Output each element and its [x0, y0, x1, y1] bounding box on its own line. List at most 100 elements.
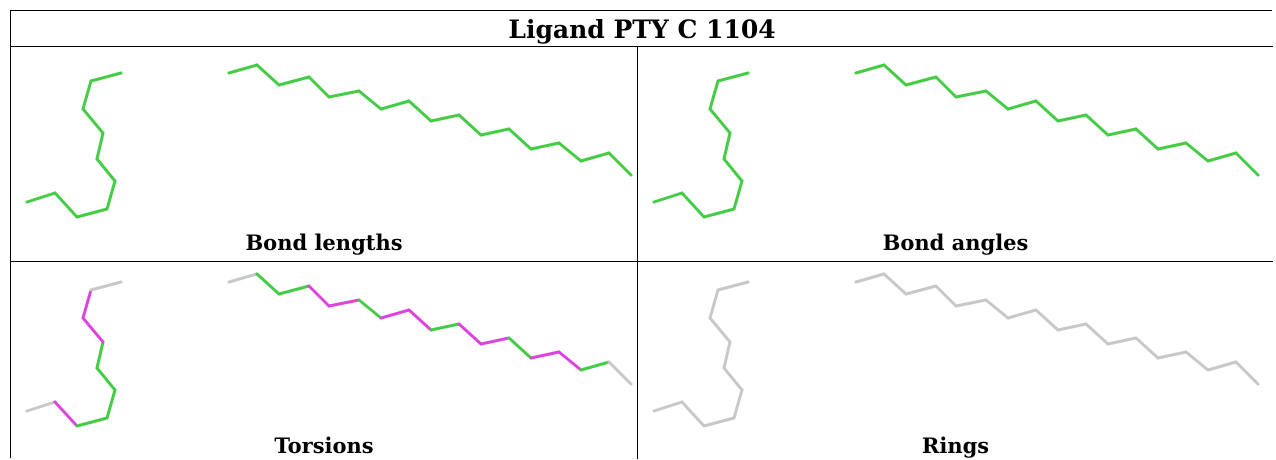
chain-b-bond — [1184, 350, 1210, 372]
chain-b-bond — [1106, 336, 1138, 346]
column-divider — [637, 47, 638, 459]
chain-a-bond — [722, 157, 744, 183]
chain-b-bond — [607, 151, 633, 177]
chain-b-bond — [479, 127, 511, 137]
chain-a-bond — [680, 400, 706, 428]
chain-b-bond — [934, 75, 958, 99]
chain-b-bond — [507, 336, 533, 360]
chain-b-bond — [407, 99, 433, 123]
ligand-structure-bond-angles — [652, 63, 1260, 219]
chain-b-bond — [307, 75, 331, 99]
chain-b-bond — [1056, 322, 1088, 332]
chain-b-bond — [984, 89, 1010, 111]
chain-b-bond — [954, 298, 988, 308]
chain-b-bond — [1006, 308, 1038, 320]
chain-a-bond — [95, 366, 117, 392]
chain-b-bond — [457, 113, 483, 137]
chain-b-bond — [904, 284, 938, 296]
chain-a-bond — [716, 280, 750, 292]
chain-b-bond — [1084, 322, 1110, 346]
chain-a-bond — [722, 340, 732, 370]
caption-bond-angles: Bond angles — [882, 230, 1029, 255]
chain-a-bond — [53, 191, 79, 219]
title-row: Ligand PTY C 1104 — [11, 11, 1273, 47]
chain-b-bond — [379, 308, 411, 320]
chain-b-bond — [934, 284, 958, 308]
chain-a-bond — [702, 207, 736, 219]
chain-b-bond — [357, 89, 383, 111]
chain-b-bond — [529, 141, 561, 151]
chain-a-bond — [732, 179, 744, 211]
chain-a-bond — [722, 131, 732, 161]
chain-b-bond — [255, 272, 281, 296]
chain-b-bond — [255, 63, 281, 87]
caption-torsions: Torsions — [274, 433, 374, 458]
chain-b-bond — [904, 75, 938, 87]
chain-b-bond — [1106, 127, 1138, 137]
chain-b-bond — [1156, 350, 1188, 360]
chain-b-bond — [557, 141, 583, 163]
ligand-structure-bond-lengths — [25, 63, 633, 219]
chain-b-bond — [1156, 141, 1188, 151]
panel-rings: Rings — [638, 262, 1273, 459]
chain-b-bond — [1134, 127, 1160, 151]
chain-b-bond — [882, 272, 908, 296]
chain-a-bond — [81, 316, 105, 344]
chain-a-bond — [716, 71, 750, 83]
chain-a-bond — [89, 71, 123, 83]
chain-b-bond — [1084, 113, 1110, 137]
ligand-structure-rings — [652, 272, 1260, 428]
chain-a-bond — [25, 400, 57, 413]
chain-b-bond — [457, 322, 483, 346]
chain-b-bond — [1234, 151, 1260, 177]
chain-b-bond — [307, 284, 331, 308]
caption-rings: Rings — [921, 433, 990, 458]
chain-a-bond — [105, 179, 117, 211]
chain-b-bond — [429, 322, 461, 332]
chain-b-bond — [407, 308, 433, 332]
panel-bond-lengths: Bond lengths — [11, 47, 637, 261]
chain-b-bond — [579, 151, 611, 163]
chain-b-bond — [327, 298, 361, 308]
chain-b-bond — [429, 113, 461, 123]
chain-a-bond — [25, 191, 57, 204]
chain-b-bond — [227, 63, 259, 75]
chain-a-bond — [95, 131, 105, 161]
chain-a-bond — [708, 107, 732, 135]
chain-b-bond — [529, 350, 561, 360]
chain-b-bond — [1206, 360, 1238, 372]
chain-a-bond — [732, 388, 744, 420]
chain-b-bond — [854, 63, 886, 75]
chain-a-bond — [81, 288, 93, 320]
chain-b-bond — [854, 272, 886, 284]
chain-b-bond — [1056, 113, 1088, 123]
chain-a-bond — [680, 191, 706, 219]
ligand-title: Ligand PTY C 1104 — [508, 15, 776, 44]
chain-a-bond — [105, 388, 117, 420]
chain-a-bond — [708, 79, 720, 111]
chain-b-bond — [1134, 336, 1160, 360]
chain-b-bond — [1034, 99, 1060, 123]
chain-b-bond — [1034, 308, 1060, 332]
chain-a-bond — [53, 400, 79, 428]
chain-b-bond — [379, 99, 411, 111]
chain-b-bond — [327, 89, 361, 99]
chain-a-bond — [702, 416, 736, 428]
caption-bond-lengths: Bond lengths — [245, 230, 403, 255]
row-divider — [11, 261, 1273, 262]
chain-b-bond — [954, 89, 988, 99]
chain-b-bond — [277, 284, 311, 296]
chain-b-bond — [507, 127, 533, 151]
chain-b-bond — [882, 63, 908, 87]
chain-a-bond — [652, 191, 684, 204]
chain-b-bond — [1234, 360, 1260, 386]
chain-b-bond — [557, 350, 583, 372]
chain-a-bond — [89, 280, 123, 292]
chain-b-bond — [357, 298, 383, 320]
ligand-structure-torsions — [25, 272, 633, 428]
chain-a-bond — [708, 316, 732, 344]
chain-b-bond — [984, 298, 1010, 320]
chain-b-bond — [1206, 151, 1238, 163]
chain-a-bond — [708, 288, 720, 320]
chain-b-bond — [579, 360, 611, 372]
